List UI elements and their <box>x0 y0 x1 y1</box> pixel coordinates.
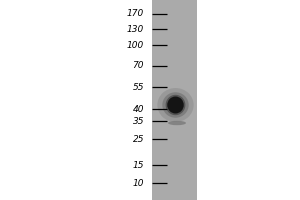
Text: 15: 15 <box>133 160 144 170</box>
Text: 170: 170 <box>127 9 144 19</box>
Bar <box>152 0 196 200</box>
Ellipse shape <box>166 95 185 115</box>
Ellipse shape <box>162 92 189 118</box>
Text: 25: 25 <box>133 134 144 144</box>
Text: 70: 70 <box>133 62 144 71</box>
Text: 40: 40 <box>133 104 144 114</box>
Text: 35: 35 <box>133 116 144 126</box>
Text: 100: 100 <box>127 40 144 49</box>
Ellipse shape <box>157 88 194 122</box>
Text: 130: 130 <box>127 24 144 33</box>
Text: 10: 10 <box>133 178 144 188</box>
Ellipse shape <box>167 97 184 114</box>
Text: 55: 55 <box>133 83 144 92</box>
Ellipse shape <box>168 121 186 125</box>
